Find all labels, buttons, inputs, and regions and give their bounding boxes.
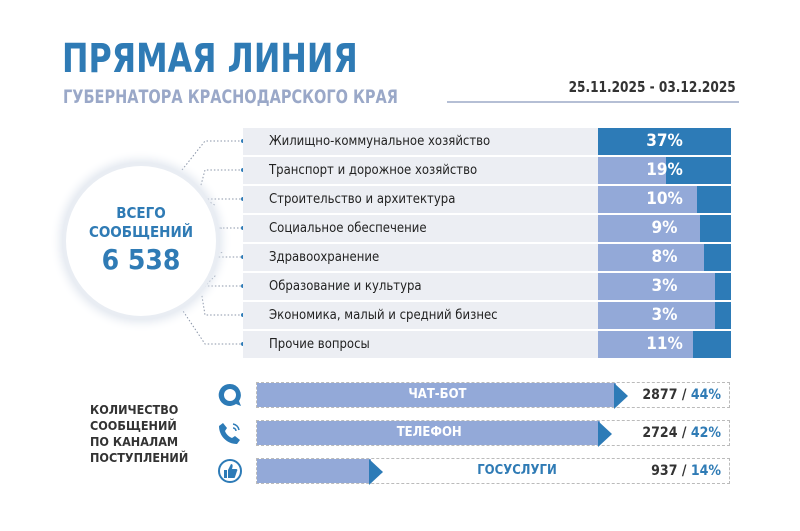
category-bar-fill: [666, 157, 731, 184]
thumbs-up-icon: [218, 459, 242, 483]
channel-row: ГОСУСЛУГИ 937 / 14%: [256, 458, 730, 485]
category-bar-fill: [693, 331, 731, 358]
category-percent: 3%: [651, 305, 678, 325]
category-percent: 19%: [646, 160, 683, 180]
category-percent: 8%: [651, 247, 678, 267]
category-bar: 19%: [598, 157, 731, 184]
category-row: Здравоохранение 8%: [243, 244, 731, 271]
channels-label-line: СООБЩЕНИЙ: [90, 418, 177, 433]
channel-percent: 42%: [690, 425, 721, 441]
channel-name: ГОСУСЛУГИ: [477, 463, 557, 478]
channel-value: 937 / 14%: [651, 459, 721, 483]
category-bar: 10%: [598, 186, 731, 213]
category-bar: 9%: [598, 215, 731, 242]
category-row: Социальное обеспечение 9%: [243, 215, 731, 242]
category-row: Жилищно-коммунальное хозяйство 37%: [243, 128, 731, 155]
total-messages-circle: ВСЕГО СООБЩЕНИЙ 6 538: [66, 166, 216, 316]
category-label: Здравоохранение: [243, 244, 598, 271]
channel-name: ТЕЛЕФОН: [396, 425, 462, 440]
connector-line: [182, 311, 243, 345]
date-range: 25.11.2025 - 03.12.2025: [568, 78, 736, 96]
page-subtitle: ГУБЕРНАТОРА КРАСНОДАРСКОГО КРАЯ: [63, 86, 399, 108]
category-percent: 9%: [651, 218, 678, 238]
separator: /: [677, 425, 691, 441]
channels-label-line: ПОСТУПЛЕНИЙ: [90, 450, 189, 465]
chat-icon: [218, 383, 241, 406]
total-label-1: ВСЕГО: [116, 204, 166, 222]
channel-value: 2724 / 42%: [642, 421, 721, 445]
channel-name: ЧАТ-БОТ: [408, 387, 467, 402]
channel-value: 2877 / 44%: [642, 383, 721, 407]
category-bar-fill: [700, 215, 731, 242]
connector-line: [181, 140, 243, 171]
category-row: Транспорт и дорожное хозяйство 19%: [243, 157, 731, 184]
channel-row: ТЕЛЕФОН 2724 / 42%: [256, 420, 730, 447]
category-percent: 3%: [651, 276, 678, 296]
channels-label-line: ПО КАНАЛАМ: [90, 434, 179, 449]
category-bar: 37%: [598, 128, 731, 155]
category-percent: 11%: [646, 334, 683, 354]
category-label: Прочие вопросы: [243, 331, 598, 358]
page-title: ПРЯМАЯ ЛИНИЯ: [62, 36, 358, 82]
category-label: Транспорт и дорожное хозяйство: [243, 157, 598, 184]
category-label: Образование и культура: [243, 273, 598, 300]
chevron-right-icon: [614, 383, 629, 409]
category-bar: 11%: [598, 331, 731, 358]
category-bar: 3%: [598, 302, 731, 329]
category-bar: 3%: [598, 273, 731, 300]
separator: /: [677, 463, 691, 479]
chevron-right-icon: [369, 459, 384, 485]
category-bar: 8%: [598, 244, 731, 271]
category-label: Экономика, малый и средний бизнес: [243, 302, 598, 329]
category-label: Социальное обеспечение: [243, 215, 598, 242]
category-bar-fill: [715, 302, 731, 329]
channel-count: 2877: [642, 387, 678, 403]
category-label: Строительство и архитектура: [243, 186, 598, 213]
separator: /: [677, 387, 691, 403]
category-bar-fill: [715, 273, 731, 300]
connector-line: [203, 198, 243, 206]
phone-icon: [219, 423, 240, 444]
channel-percent: 14%: [690, 463, 721, 479]
channel-count: 2724: [642, 425, 678, 441]
channels-label: КОЛИЧЕСТВО СООБЩЕНИЙ ПО КАНАЛАМ ПОСТУПЛЕ…: [90, 402, 188, 466]
category-row: Прочие вопросы 11%: [243, 331, 731, 358]
category-row: Образование и культура 3%: [243, 273, 731, 300]
total-label-2: СООБЩЕНИЙ: [88, 223, 194, 241]
channel-count: 937: [651, 463, 678, 479]
category-percent: 37%: [646, 131, 683, 151]
connector-line: [201, 295, 243, 316]
category-bar-fill: [696, 186, 731, 213]
connector-line: [200, 169, 243, 186]
category-bar-fill: [598, 128, 731, 155]
category-row: Экономика, малый и средний бизнес 3%: [243, 302, 731, 329]
channel-bar-fill: [257, 421, 600, 445]
channel-percent: 44%: [690, 387, 721, 403]
category-bar-fill: [703, 244, 731, 271]
connector-line: [203, 275, 243, 287]
chevron-right-icon: [597, 421, 612, 447]
category-percent: 10%: [646, 189, 683, 209]
category-label: Жилищно-коммунальное хозяйство: [243, 128, 598, 155]
divider: [447, 101, 739, 103]
total-value: 6 538: [101, 243, 181, 276]
category-row: Строительство и архитектура 10%: [243, 186, 731, 213]
channels-label-line: КОЛИЧЕСТВО: [90, 402, 179, 417]
channel-bar-fill: [257, 459, 372, 483]
channel-bar-fill: [257, 383, 617, 407]
channel-row: ЧАТ-БОТ 2877 / 44%: [256, 382, 730, 409]
